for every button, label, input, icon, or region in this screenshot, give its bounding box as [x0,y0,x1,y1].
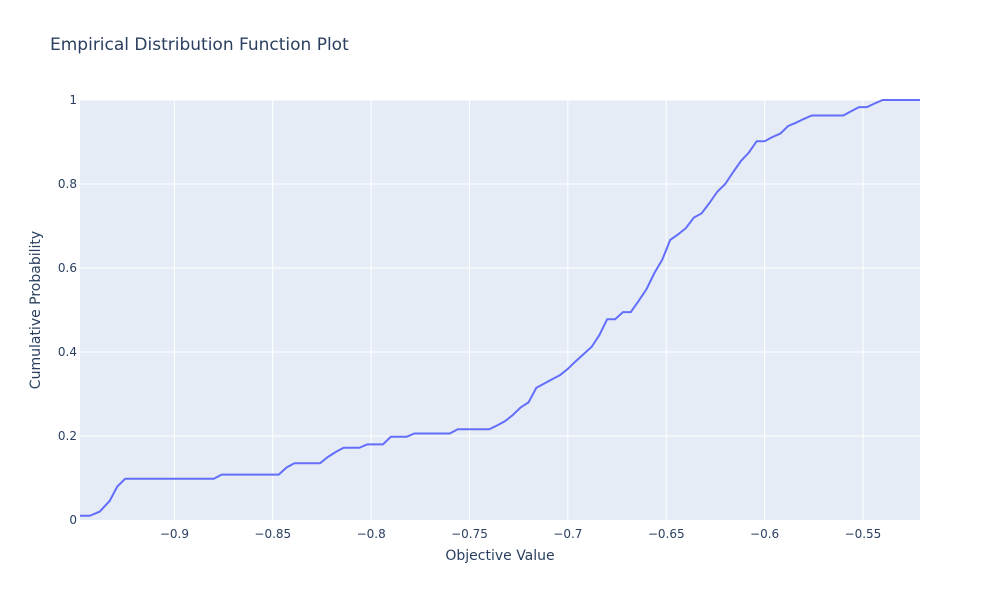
x-tick-label: −0.55 [845,527,882,541]
y-tick-label: 1 [69,93,77,107]
y-tick-label: 0.6 [58,261,77,275]
x-gridlines [173,100,864,520]
x-tick-label: −0.85 [254,527,291,541]
x-tick-label: −0.75 [451,527,488,541]
x-tick-label: −0.6 [750,527,779,541]
y-tick-label: 0 [69,513,77,527]
y-axis-label: Cumulative Probability [28,231,44,389]
y-tick-label: 0.4 [58,345,77,359]
y-tick-label: 0.2 [58,429,77,443]
edf-line [80,99,920,517]
x-tick-label: −0.9 [160,527,189,541]
x-axis-label: Objective Value [445,548,554,564]
y-tick-labels: 0 0.2 0.4 0.6 0.8 1 [58,93,77,527]
y-tick-label: 0.8 [58,177,77,191]
x-tick-label: −0.7 [553,527,582,541]
x-tick-labels: −0.9 −0.85 −0.8 −0.75 −0.7 −0.65 −0.6 −0.55 [160,527,881,541]
y-gridlines [80,99,920,437]
chart-title: Empirical Distribution Function Plot [50,35,349,55]
x-tick-label: −0.65 [648,527,685,541]
plot-area [80,100,920,520]
x-tick-label: −0.8 [357,527,386,541]
